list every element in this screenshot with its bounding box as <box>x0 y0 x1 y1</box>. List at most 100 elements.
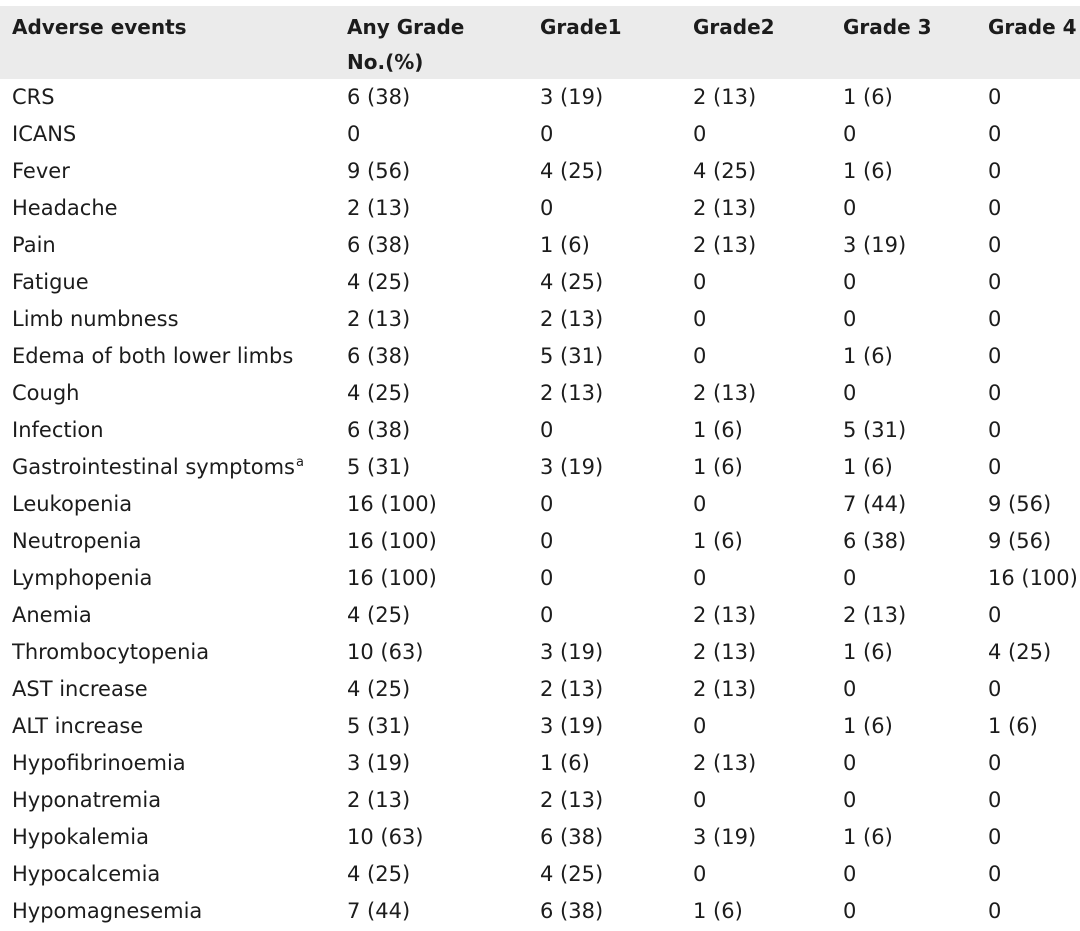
table-row: Thrombocytopenia 10 (63) 3 (19) 2 (13) 1 (6)… <box>0 634 1080 671</box>
any-grade-cell: 2 (13) <box>347 307 411 331</box>
grade4-cell: 0 <box>988 862 1002 886</box>
event-name: Hypokalemia <box>12 825 149 849</box>
any-grade-cell: 16 (100) <box>347 492 437 516</box>
table-row: Infection 6 (38) 0 1 (6) 5 (31) 0 <box>0 412 1080 449</box>
grade1-cell: 4 (25) <box>540 270 604 294</box>
grade2-cell: 0 <box>693 122 707 146</box>
grade2-cell: 0 <box>693 307 707 331</box>
event-name: Infection <box>12 418 104 442</box>
grade3-cell: 2 (13) <box>843 603 907 627</box>
event-cell: Lymphopenia <box>12 560 347 597</box>
table-row: Gastrointestinal symptomsa 5 (31) 3 (19) 1 … <box>0 449 1080 486</box>
table-row: Leukopenia 16 (100) 0 0 7 (44) 9 (56) <box>0 486 1080 523</box>
grade3-cell: 0 <box>843 677 857 701</box>
grade3-cell: 0 <box>843 381 857 405</box>
grade2-cell: 0 <box>693 714 707 738</box>
event-name: Gastrointestinal symptoms <box>12 455 295 479</box>
any-grade-cell: 4 (25) <box>347 381 411 405</box>
any-grade-cell: 16 (100) <box>347 529 437 553</box>
event-name: Cough <box>12 381 80 405</box>
grade4-cell: 0 <box>988 418 1002 442</box>
header-label: Grade 4 <box>988 15 1077 39</box>
event-name: Hypofibrinoemia <box>12 751 186 775</box>
grade2-cell: 0 <box>693 344 707 368</box>
event-name: Lymphopenia <box>12 566 153 590</box>
event-cell: ALT increase <box>12 708 347 745</box>
grade4-cell: 0 <box>988 677 1002 701</box>
grade2-cell: 2 (13) <box>693 603 757 627</box>
grade4-cell: 0 <box>988 270 1002 294</box>
grade3-cell: 6 (38) <box>843 529 907 553</box>
grade4-cell: 4 (25) <box>988 640 1052 664</box>
grade1-cell: 0 <box>540 603 554 627</box>
event-cell: Fatigue <box>12 264 347 301</box>
grade4-cell: 0 <box>988 381 1002 405</box>
table-row: Fever 9 (56) 4 (25) 4 (25) 1 (6) 0 <box>0 153 1080 190</box>
event-name: Pain <box>12 233 56 257</box>
any-grade-cell: 10 (63) <box>347 825 424 849</box>
any-grade-cell: 6 (38) <box>347 344 411 368</box>
table-row: Hypomagnesemia 7 (44) 6 (38) 1 (6) 0 0 <box>0 893 1080 930</box>
grade3-cell: 0 <box>843 862 857 886</box>
grade2-cell: 2 (13) <box>693 751 757 775</box>
grade3-cell: 0 <box>843 307 857 331</box>
event-name: Leukopenia <box>12 492 133 516</box>
event-name: Limb numbness <box>12 307 179 331</box>
grade1-cell: 3 (19) <box>540 640 604 664</box>
grade2-cell: 3 (19) <box>693 825 757 849</box>
grade3-cell: 0 <box>843 788 857 812</box>
event-cell: Hypomagnesemia <box>12 893 347 930</box>
header-label: Adverse events <box>12 15 187 39</box>
event-cell: Anemia <box>12 597 347 634</box>
any-grade-cell: 4 (25) <box>347 270 411 294</box>
table-header-row: Adverse events Any Grade No.(%) Grade1 G… <box>0 6 1080 79</box>
table-row: Hyponatremia 2 (13) 2 (13) 0 0 0 <box>0 782 1080 819</box>
table-row: Pain 6 (38) 1 (6) 2 (13) 3 (19) 0 <box>0 227 1080 264</box>
any-grade-cell: 9 (56) <box>347 159 411 183</box>
grade4-cell: 0 <box>988 899 1002 923</box>
grade2-cell: 1 (6) <box>693 529 743 553</box>
grade1-cell: 0 <box>540 122 554 146</box>
grade4-cell: 0 <box>988 233 1002 257</box>
grade3-cell: 5 (31) <box>843 418 907 442</box>
header-adverse-events: Adverse events <box>12 10 347 79</box>
grade4-cell: 0 <box>988 788 1002 812</box>
header-label: Grade1 <box>540 15 622 39</box>
grade1-cell: 2 (13) <box>540 788 604 812</box>
table-row: CRS 6 (38) 3 (19) 2 (13) 1 (6) 0 <box>0 79 1080 116</box>
grade1-cell: 3 (19) <box>540 455 604 479</box>
event-name: Hyponatremia <box>12 788 162 812</box>
grade3-cell: 3 (19) <box>843 233 907 257</box>
any-grade-cell: 6 (38) <box>347 85 411 109</box>
event-cell: Hypocalcemia <box>12 856 347 893</box>
table-row: Lymphopenia 16 (100) 0 0 0 16 (100) <box>0 560 1080 597</box>
any-grade-cell: 2 (13) <box>347 788 411 812</box>
event-name: AST increase <box>12 677 148 701</box>
grade3-cell: 0 <box>843 751 857 775</box>
event-name: Hypomagnesemia <box>12 899 203 923</box>
grade3-cell: 1 (6) <box>843 344 893 368</box>
grade4-cell: 0 <box>988 825 1002 849</box>
any-grade-cell: 4 (25) <box>347 677 411 701</box>
grade1-cell: 6 (38) <box>540 899 604 923</box>
table-row: Limb numbness 2 (13) 2 (13) 0 0 0 <box>0 301 1080 338</box>
grade2-cell: 2 (13) <box>693 381 757 405</box>
event-name: ALT increase <box>12 714 144 738</box>
event-cell: Limb numbness <box>12 301 347 338</box>
event-name: Fatigue <box>12 270 89 294</box>
header-grade3: Grade 3 <box>843 10 988 79</box>
event-cell: Neutropenia <box>12 523 347 560</box>
grade2-cell: 0 <box>693 492 707 516</box>
any-grade-cell: 16 (100) <box>347 566 437 590</box>
grade4-cell: 1 (6) <box>988 714 1038 738</box>
header-label: Any Grade <box>347 15 465 39</box>
grade4-cell: 0 <box>988 307 1002 331</box>
event-cell: Hypokalemia <box>12 819 347 856</box>
grade4-cell: 9 (56) <box>988 529 1052 553</box>
grade4-cell: 0 <box>988 455 1002 479</box>
table-row: Cough 4 (25) 2 (13) 2 (13) 0 0 <box>0 375 1080 412</box>
grade1-cell: 1 (6) <box>540 233 590 257</box>
grade1-cell: 4 (25) <box>540 862 604 886</box>
grade1-cell: 3 (19) <box>540 714 604 738</box>
any-grade-cell: 6 (38) <box>347 233 411 257</box>
